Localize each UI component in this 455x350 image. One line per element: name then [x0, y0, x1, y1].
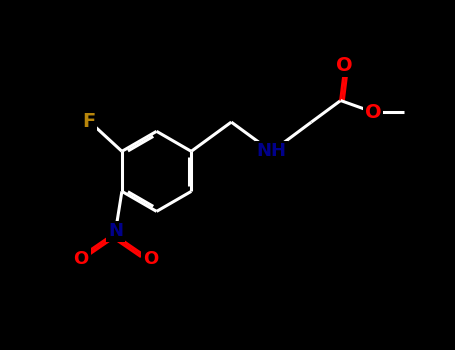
Text: N: N — [108, 222, 123, 240]
Text: NH: NH — [256, 142, 286, 160]
Text: O: O — [143, 250, 158, 268]
Text: F: F — [82, 112, 96, 131]
Text: O: O — [336, 56, 353, 75]
Text: O: O — [73, 250, 89, 268]
Text: O: O — [364, 103, 381, 121]
